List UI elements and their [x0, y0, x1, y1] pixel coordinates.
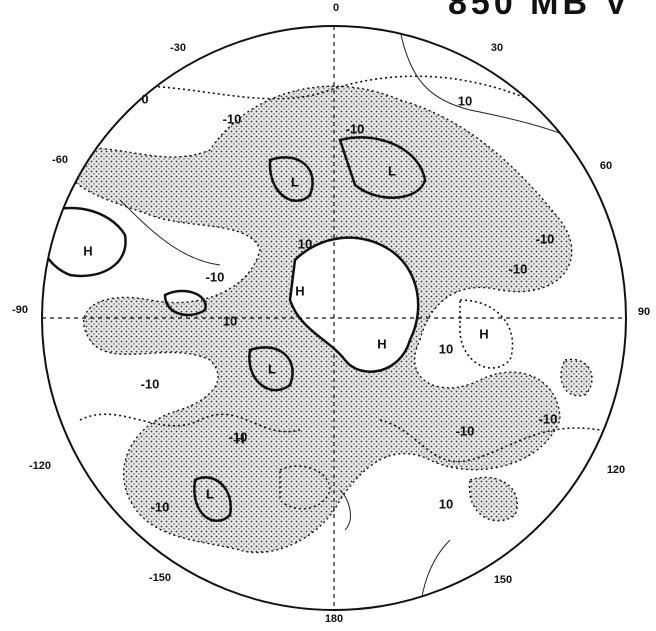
contour-label: -10	[346, 121, 365, 136]
contour-label: 10	[298, 236, 312, 251]
polar-map: 850 MB V 0 30 60 90 120 150 180 -150 -12…	[0, 0, 656, 631]
longitude-label: 30	[491, 42, 503, 54]
contour-label: -10	[141, 376, 160, 391]
extremum-label: L	[268, 361, 276, 376]
extremum-label: H	[83, 243, 92, 258]
longitude-label: -30	[170, 42, 186, 54]
contour-label: 10	[223, 313, 237, 328]
contour-label: -10	[536, 231, 555, 246]
shaded-region	[561, 359, 592, 395]
longitude-label: 60	[600, 160, 612, 172]
contour-label: -10	[509, 261, 528, 276]
longitude-label: -90	[12, 304, 28, 316]
longitude-label: 0	[333, 2, 339, 14]
contour-label: 10	[458, 93, 472, 108]
longitude-label: -150	[149, 572, 171, 584]
extremum-label: L	[206, 486, 214, 501]
shaded-region	[469, 477, 517, 520]
longitude-label: -60	[52, 154, 68, 166]
extremum-label: H	[295, 283, 304, 298]
extremum-label: H	[235, 431, 244, 446]
contour-label: -10	[223, 111, 242, 126]
extremum-label: L	[388, 163, 396, 178]
contour-label: -10	[151, 499, 170, 514]
extremum-label: L	[291, 174, 299, 189]
longitude-label: 150	[494, 574, 512, 586]
longitude-label: 180	[325, 613, 343, 625]
extremum-label: H	[377, 336, 386, 351]
contour-label: 10	[439, 496, 453, 511]
contour-label: -10	[456, 423, 475, 438]
contour-label: 10	[439, 341, 453, 356]
map-title: 850 MB V	[448, 0, 631, 22]
longitude-label: -120	[29, 460, 51, 472]
map-body	[39, 30, 600, 620]
longitude-label: 90	[638, 306, 650, 318]
extremum-label: H	[479, 326, 488, 341]
contour-label: -10	[206, 269, 225, 284]
contour-label: -10	[539, 411, 558, 426]
longitude-label: 120	[607, 464, 625, 476]
contour-label: 0	[141, 91, 148, 106]
